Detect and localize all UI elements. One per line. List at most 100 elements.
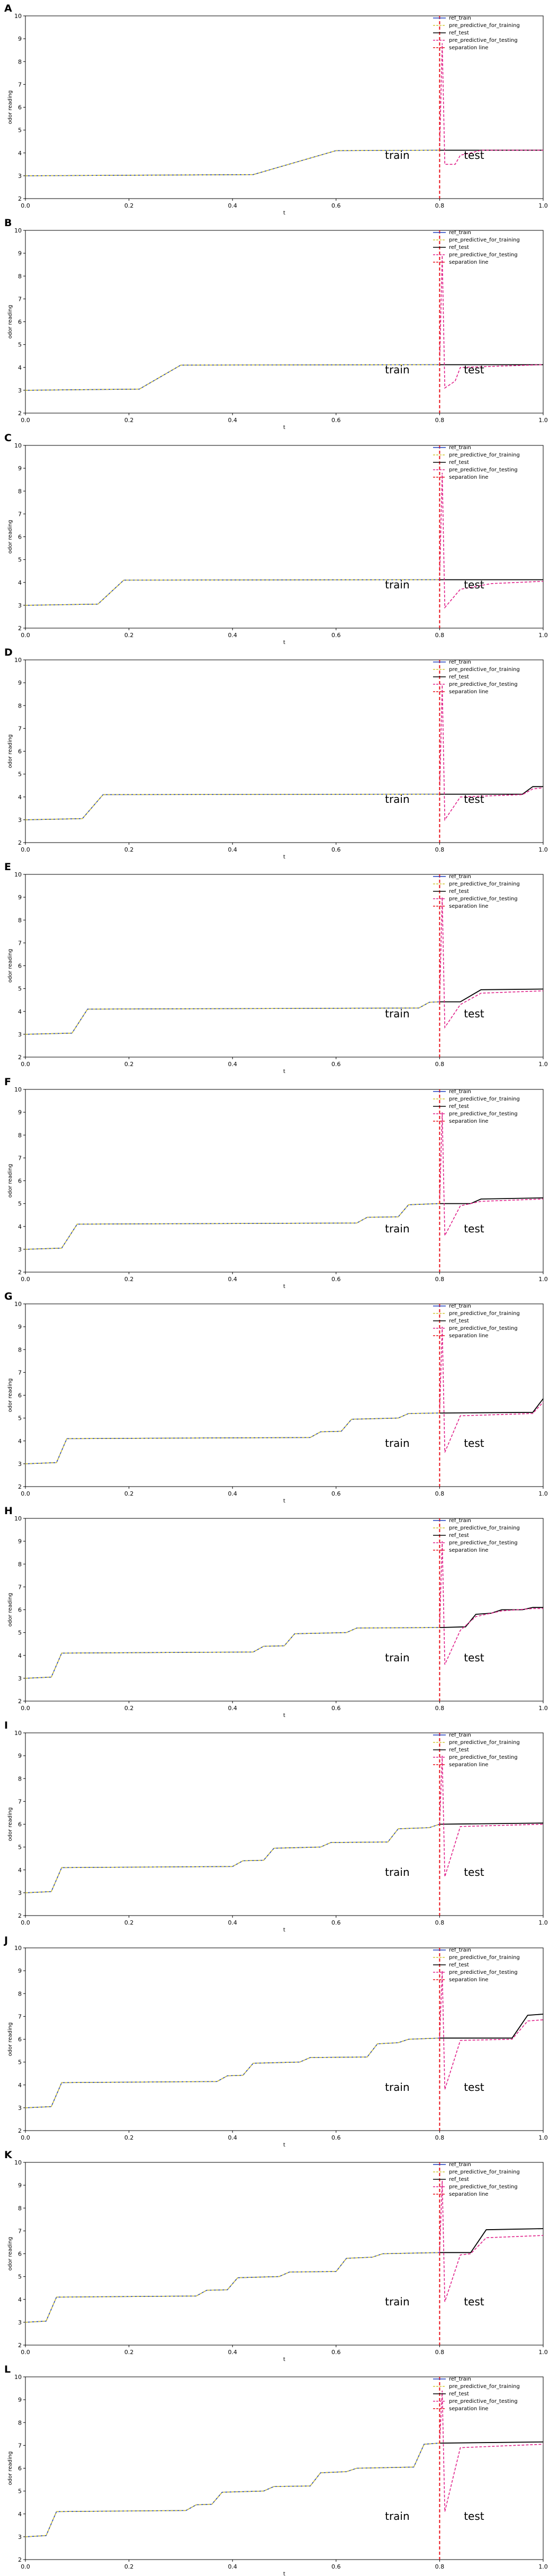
y-axis-label: odor reading (7, 1808, 13, 1841)
x-tick-label: 0.2 (124, 2349, 134, 2356)
y-tick-label: 8 (18, 2419, 22, 2426)
legend: ref_trainpre_predictive_for_trainingref_… (433, 2162, 520, 2197)
x-tick-label: 0.6 (331, 1276, 341, 1283)
legend-entry: ref_train (449, 15, 471, 21)
series-pre-predictive-training (25, 579, 440, 606)
legend: ref_trainpre_predictive_for_trainingref_… (433, 1518, 520, 1553)
y-tick-label: 4 (18, 2082, 22, 2089)
panel-label: F (4, 1076, 11, 1088)
panel-label: B (4, 217, 12, 229)
y-axis-label: odor reading (7, 735, 13, 768)
legend-entry: separation line (449, 1548, 488, 1553)
x-tick-label: 0.8 (435, 1919, 445, 1926)
legend: ref_trainpre_predictive_for_trainingref_… (433, 1089, 520, 1124)
legend: ref_trainpre_predictive_for_trainingref_… (433, 2376, 520, 2412)
legend-entry: separation line (449, 1119, 488, 1124)
region-label-train: train (385, 2510, 410, 2523)
legend-entry: pre_predictive_for_testing (449, 1540, 518, 1546)
y-tick-label: 6 (18, 1392, 22, 1399)
legend-entry: ref_test (449, 245, 469, 251)
chart-panel-d: D 2 3 4 5 6 7 8 9 10 0.0 0.2 0.4 0.6 0.8 1.0 t odor readi… (4, 647, 548, 860)
series-ref-test (439, 1197, 544, 1204)
series-pre-predictive-training (25, 793, 440, 820)
legend-entry: ref_test (449, 2391, 469, 2397)
series-pre-predictive-testing (439, 1112, 544, 1236)
x-tick-label: 0.4 (228, 2563, 237, 2570)
y-tick-label: 2 (18, 1483, 22, 1490)
y-tick-label: 8 (18, 2205, 22, 2212)
y-tick-label: 5 (18, 1844, 22, 1851)
y-tick-label: 3 (18, 1675, 22, 1682)
y-tick-label: 5 (18, 127, 22, 134)
x-tick-label: 1.0 (538, 202, 548, 209)
x-tick-label: 0.4 (228, 1705, 237, 1712)
region-label-test: test (464, 363, 484, 376)
legend: ref_trainpre_predictive_for_trainingref_… (433, 659, 520, 695)
series-pre-predictive-testing (439, 472, 544, 609)
panel-label: D (4, 647, 13, 658)
y-tick-label: 2 (18, 195, 22, 202)
y-tick-label: 9 (18, 1323, 22, 1330)
panel-label: K (4, 2149, 13, 2161)
panel-label: L (4, 2364, 11, 2375)
legend-entry: pre_predictive_for_training (449, 452, 520, 458)
chart-panel-j: J 2 3 4 5 6 7 8 9 10 0.0 0.2 0.4 0.6 0.8 1.0 t odor readi… (3, 1935, 548, 2148)
region-label-train: train (385, 1437, 410, 1450)
legend-entry: pre_predictive_for_training (449, 2169, 520, 2175)
x-tick-label: 0.8 (435, 1490, 445, 1497)
x-tick-label: 0.6 (331, 417, 341, 424)
panel-label: A (4, 3, 12, 14)
y-tick-label: 4 (18, 150, 22, 157)
y-tick-label: 2 (18, 1269, 22, 1276)
x-tick-label: 0.6 (331, 1490, 341, 1497)
legend-entry: separation line (449, 260, 488, 265)
x-tick-label: 0.8 (435, 202, 445, 209)
chart-panel-l: L 2 3 4 5 6 7 8 9 10 0.0 0.2 0.4 0.6 0.8 1.0 t odor readi… (4, 2364, 548, 2576)
y-tick-label: 5 (18, 771, 22, 778)
y-axis-label: odor reading (7, 520, 13, 554)
series-ref-train (25, 1203, 440, 1250)
x-tick-label: 1.0 (538, 417, 548, 424)
x-tick-label: 0.4 (228, 1490, 237, 1497)
x-axis-label: t (283, 210, 285, 216)
legend-entry: pre_predictive_for_training (449, 1525, 520, 1531)
y-axis-label: odor reading (7, 2023, 13, 2056)
y-tick-label: 9 (18, 679, 22, 686)
x-tick-label: 0.8 (435, 2563, 445, 2570)
x-tick-label: 0.4 (228, 1061, 237, 1068)
x-tick-label: 0.2 (124, 417, 134, 424)
legend: ref_trainpre_predictive_for_trainingref_… (433, 230, 520, 265)
legend-entry: ref_train (449, 2162, 471, 2168)
chart-panel-c: C 2 3 4 5 6 7 8 9 10 0.0 0.2 0.4 0.6 0.8 1.0 t odor readi… (4, 432, 548, 646)
x-tick-label: 0.8 (435, 417, 445, 424)
y-tick-label: 10 (14, 1086, 22, 1093)
series-ref-train (25, 149, 440, 176)
legend-entry: pre_predictive_for_testing (449, 1970, 518, 1975)
x-tick-label: 0.6 (331, 2563, 341, 2570)
series-pre-predictive-training (25, 1203, 440, 1250)
x-tick-label: 0.0 (21, 1061, 30, 1068)
x-tick-label: 0.4 (228, 632, 237, 639)
y-tick-label: 4 (18, 2511, 22, 2518)
legend-entry: pre_predictive_for_testing (449, 38, 518, 43)
region-label-test: test (464, 149, 484, 162)
series-ref-train (25, 579, 440, 606)
legend-entry: separation line (449, 45, 488, 51)
series-pre-predictive-training (25, 2252, 440, 2323)
series-pre-predictive-testing (439, 43, 543, 165)
x-tick-label: 0.0 (21, 1490, 30, 1497)
legend-entry: pre_predictive_for_training (449, 667, 520, 673)
y-tick-label: 6 (18, 2036, 22, 2043)
x-tick-label: 0.0 (21, 2134, 30, 2141)
legend-entry: ref_train (449, 445, 471, 451)
series-ref-train (25, 1823, 440, 1893)
series-ref-test (439, 2228, 544, 2253)
y-tick-label: 7 (18, 940, 22, 946)
x-tick-label: 0.0 (21, 2349, 30, 2356)
series-ref-train (25, 1001, 440, 1035)
y-tick-label: 10 (14, 2374, 22, 2381)
x-axis-label: t (283, 1927, 285, 1933)
y-tick-label: 7 (18, 1155, 22, 1161)
series-pre-predictive-testing (439, 255, 544, 389)
legend-entry: pre_predictive_for_testing (449, 896, 518, 902)
